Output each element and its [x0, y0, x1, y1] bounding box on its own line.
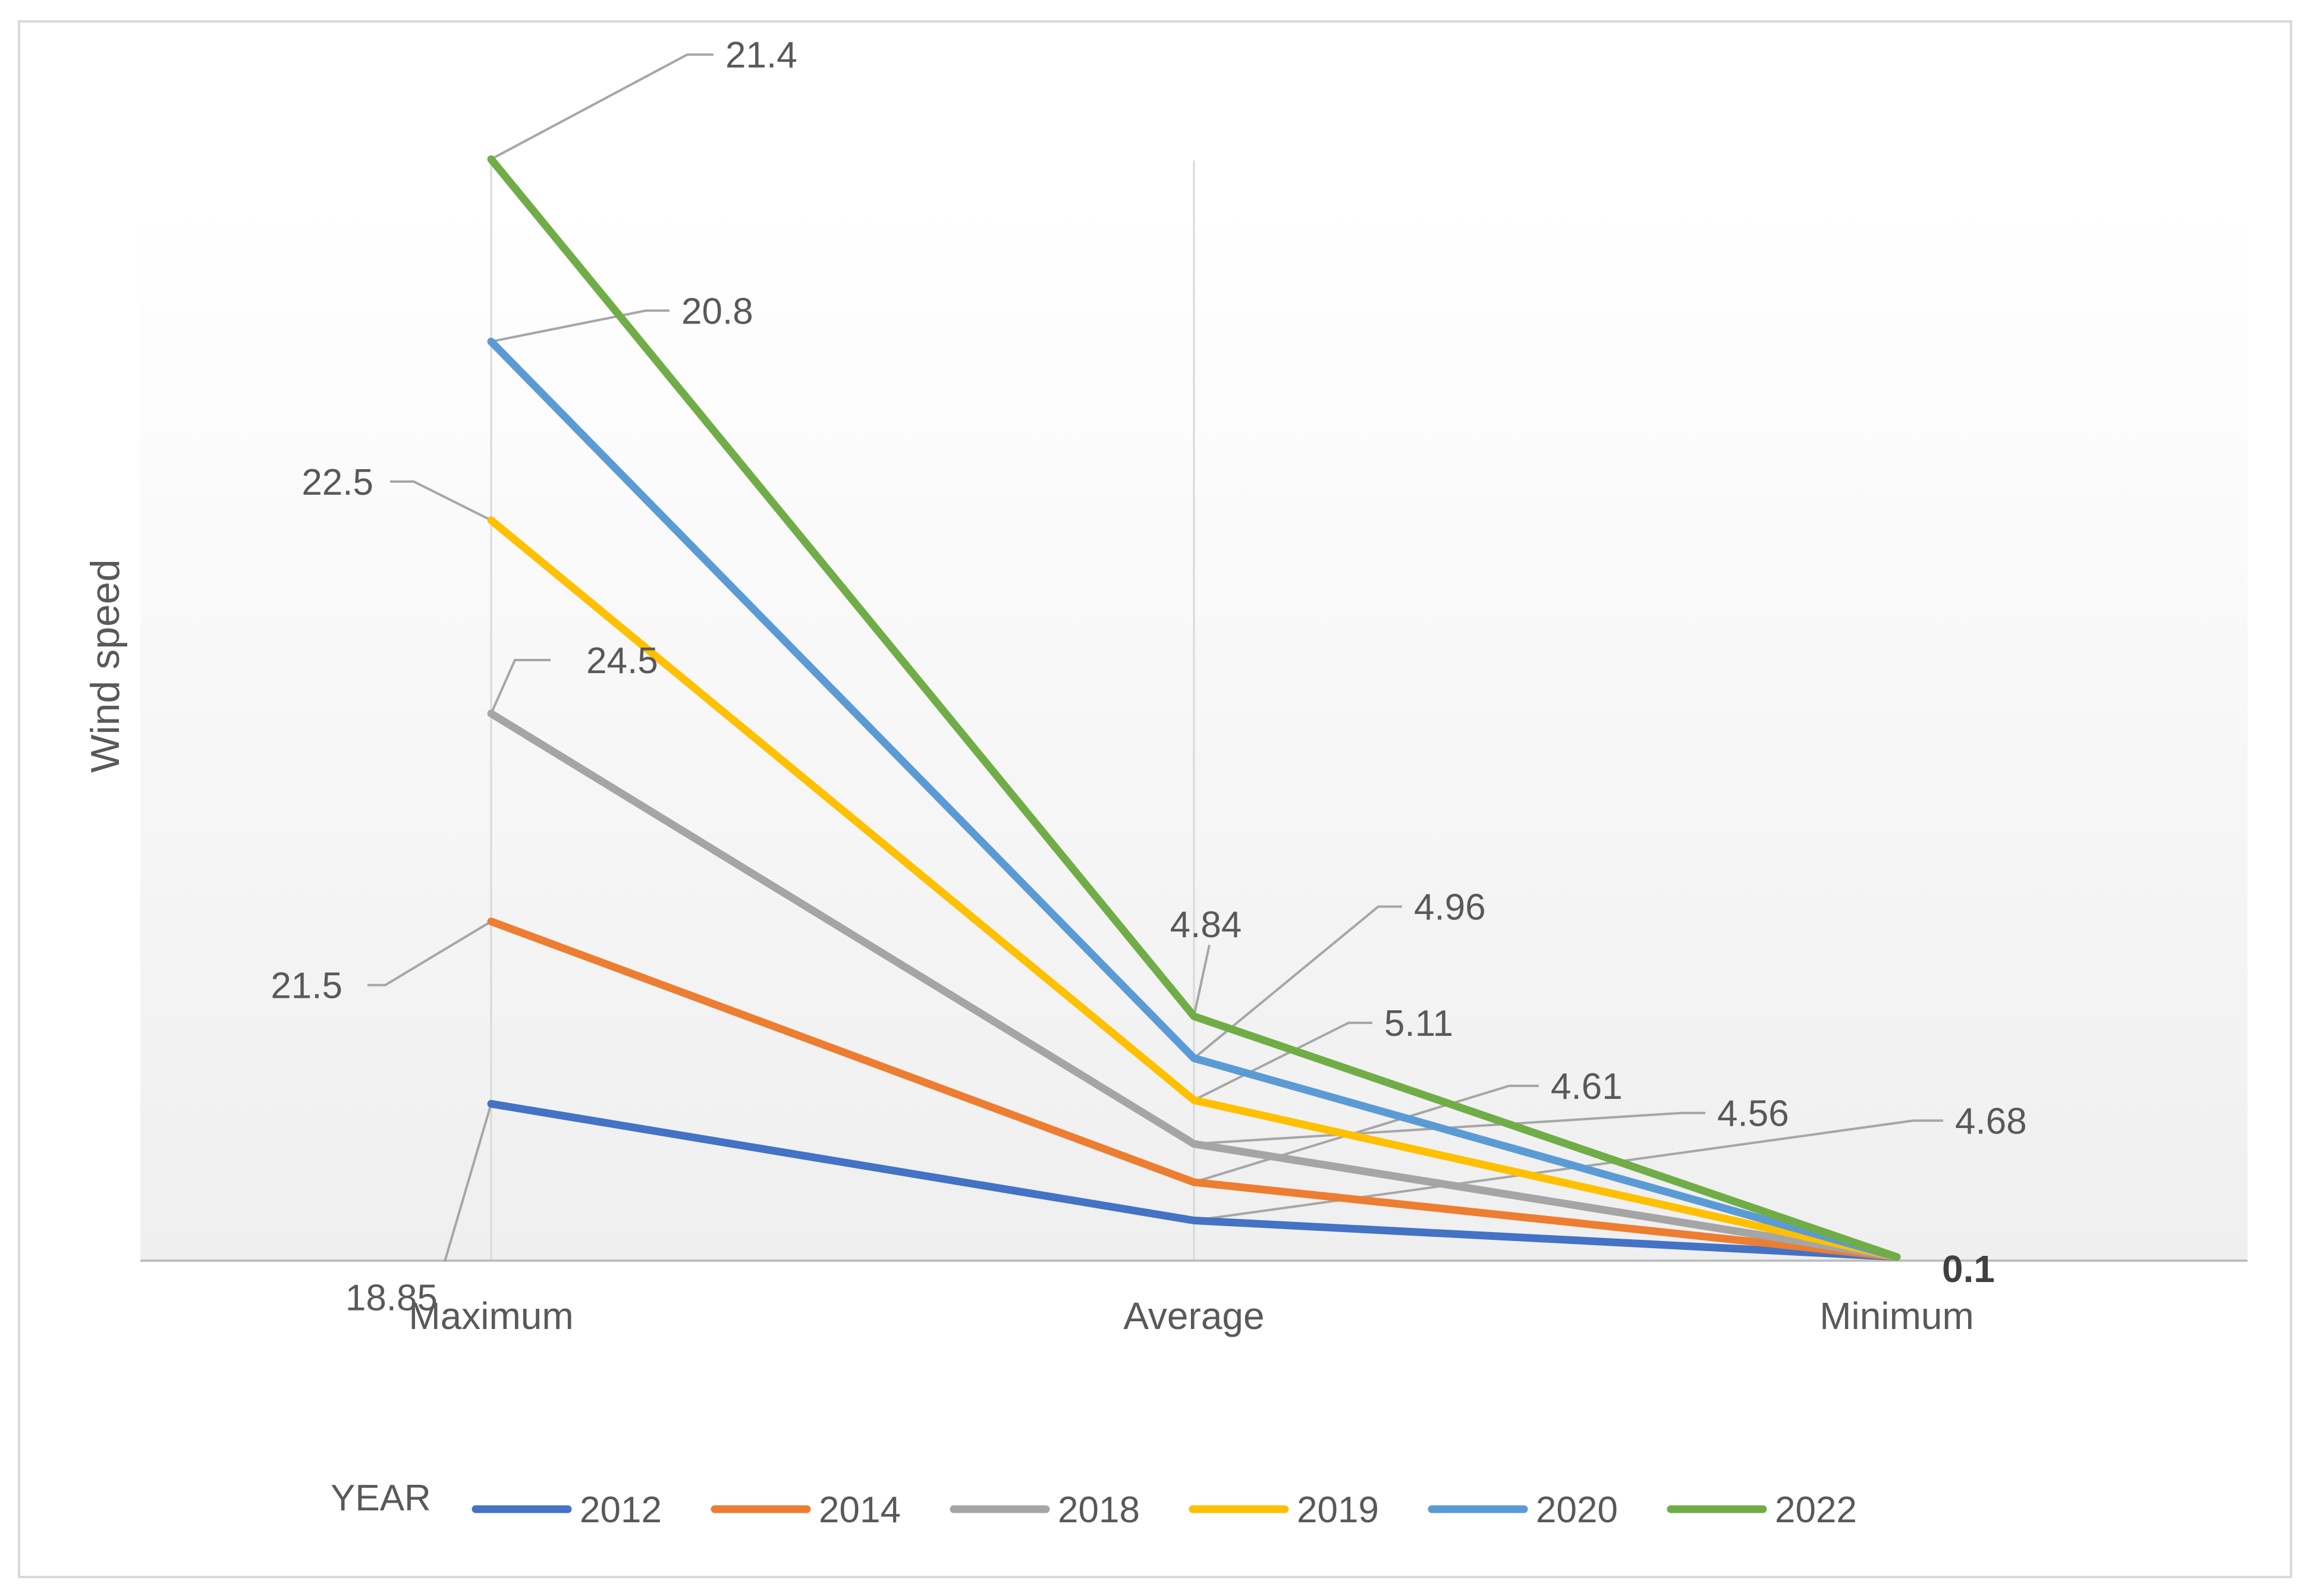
data-label-2018-maximum: 24.5 — [586, 640, 658, 681]
data-label-2018-average: 4.56 — [1717, 1094, 1789, 1135]
legend-label-2018: 2018 — [1058, 1490, 1140, 1531]
series-line-2022 — [487, 155, 1901, 1261]
data-label-2012-maximum: 18.85 — [345, 1277, 438, 1318]
data-label-leader — [491, 309, 670, 343]
data-label-2019-maximum: 22.5 — [301, 462, 373, 503]
data-label-2020-maximum: 20.8 — [681, 291, 753, 332]
series-line-2012 — [487, 1099, 1901, 1261]
data-label-2020-average: 4.96 — [1414, 887, 1486, 928]
legend-label-2014: 2014 — [819, 1490, 901, 1531]
series-line-2018 — [487, 709, 1901, 1261]
data-label-2022-minimum: 0.1 — [1942, 1248, 1995, 1290]
data-label-leader — [1193, 1085, 1539, 1184]
data-label-2019-average: 5.11 — [1384, 1003, 1453, 1044]
data-label-leader — [1193, 905, 1402, 1060]
x-tick-label-minimum: Minimum — [1819, 1295, 1974, 1337]
x-tick-label-average: Average — [1123, 1295, 1264, 1337]
data-label-leader — [367, 920, 492, 986]
x-tick-label-maximum: Maximum — [408, 1295, 573, 1337]
legend-label-2022: 2022 — [1775, 1490, 1857, 1531]
legend-label-2012: 2012 — [580, 1490, 662, 1531]
series-line-2019 — [487, 516, 1901, 1261]
data-label-leader — [1193, 1119, 1943, 1222]
data-label-2012-average: 4.68 — [1955, 1101, 2027, 1142]
data-label-2014-maximum: 21.5 — [271, 966, 342, 1007]
series-line-2020 — [487, 337, 1901, 1261]
data-label-2014-average: 4.61 — [1551, 1066, 1623, 1107]
data-label-leader — [444, 1103, 492, 1262]
legend-label-2019: 2019 — [1297, 1490, 1379, 1531]
data-label-leader — [491, 53, 714, 161]
legend-label-2020: 2020 — [1536, 1490, 1618, 1531]
data-label-leader — [1193, 944, 1211, 1017]
legend-title: YEAR — [331, 1478, 431, 1519]
data-label-leader — [490, 659, 551, 714]
data-label-2022-average: 4.84 — [1170, 904, 1242, 945]
y-axis-title: Wind speed — [83, 559, 128, 772]
series-line-2014 — [487, 918, 1901, 1261]
data-label-leader — [390, 480, 492, 521]
data-label-2022-maximum: 21.4 — [725, 35, 797, 76]
